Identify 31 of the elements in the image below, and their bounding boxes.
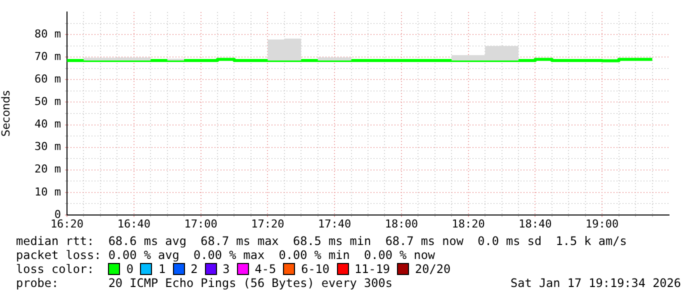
legend-label: 20/20	[415, 262, 451, 276]
text: probe: 20 ICMP Echo Pings (56 Bytes) every 300s	[16, 276, 392, 290]
legend-label: 1	[158, 262, 166, 276]
x-tick-label: 18:00	[384, 217, 418, 230]
y-tick-label: 70 m	[34, 50, 62, 63]
legend-label: 2	[190, 262, 198, 276]
y-tick-label: 40 m	[34, 118, 62, 131]
text: Sat Jan 17 19:19:34 2026	[510, 276, 681, 290]
x-tick-label: 16:40	[117, 217, 150, 230]
y-tick-label: 50 m	[34, 95, 62, 108]
legend-label: 4-5	[254, 262, 276, 276]
y-tick-label: 10 m	[34, 185, 62, 198]
legend-label: 11-19	[354, 262, 390, 276]
text: median rtt: 68.6 ms avg 68.7 ms max 68.5 ms min 68.7 ms now 0.0 ms sd 1.5 k am/s	[16, 234, 627, 248]
x-tick-label: 16:20	[50, 217, 84, 230]
x-tick-label: 18:40	[518, 217, 552, 230]
y-axis-title: Seconds	[0, 90, 12, 137]
text: packet loss: 0.00 % avg 0.00 % max 0.00 % min 0.00 % now	[16, 248, 436, 262]
x-tick-label: 17:40	[318, 217, 352, 230]
x-tick-label: 18:20	[452, 217, 485, 230]
y-tick-label: 60 m	[34, 72, 62, 86]
y-tick-label: 80 m	[34, 27, 62, 40]
legend-title: loss color:	[16, 262, 96, 276]
x-tick-label: 17:20	[251, 217, 284, 230]
y-tick-label: 20 m	[34, 162, 62, 176]
x-tick-label: 17:00	[184, 217, 218, 230]
x-tick-label: 19:00	[586, 217, 619, 230]
legend-label: 0	[126, 262, 134, 276]
legend-label: 3	[222, 262, 230, 276]
legend-label: 6-10	[301, 262, 330, 276]
y-tick-label: 30 m	[34, 140, 62, 154]
